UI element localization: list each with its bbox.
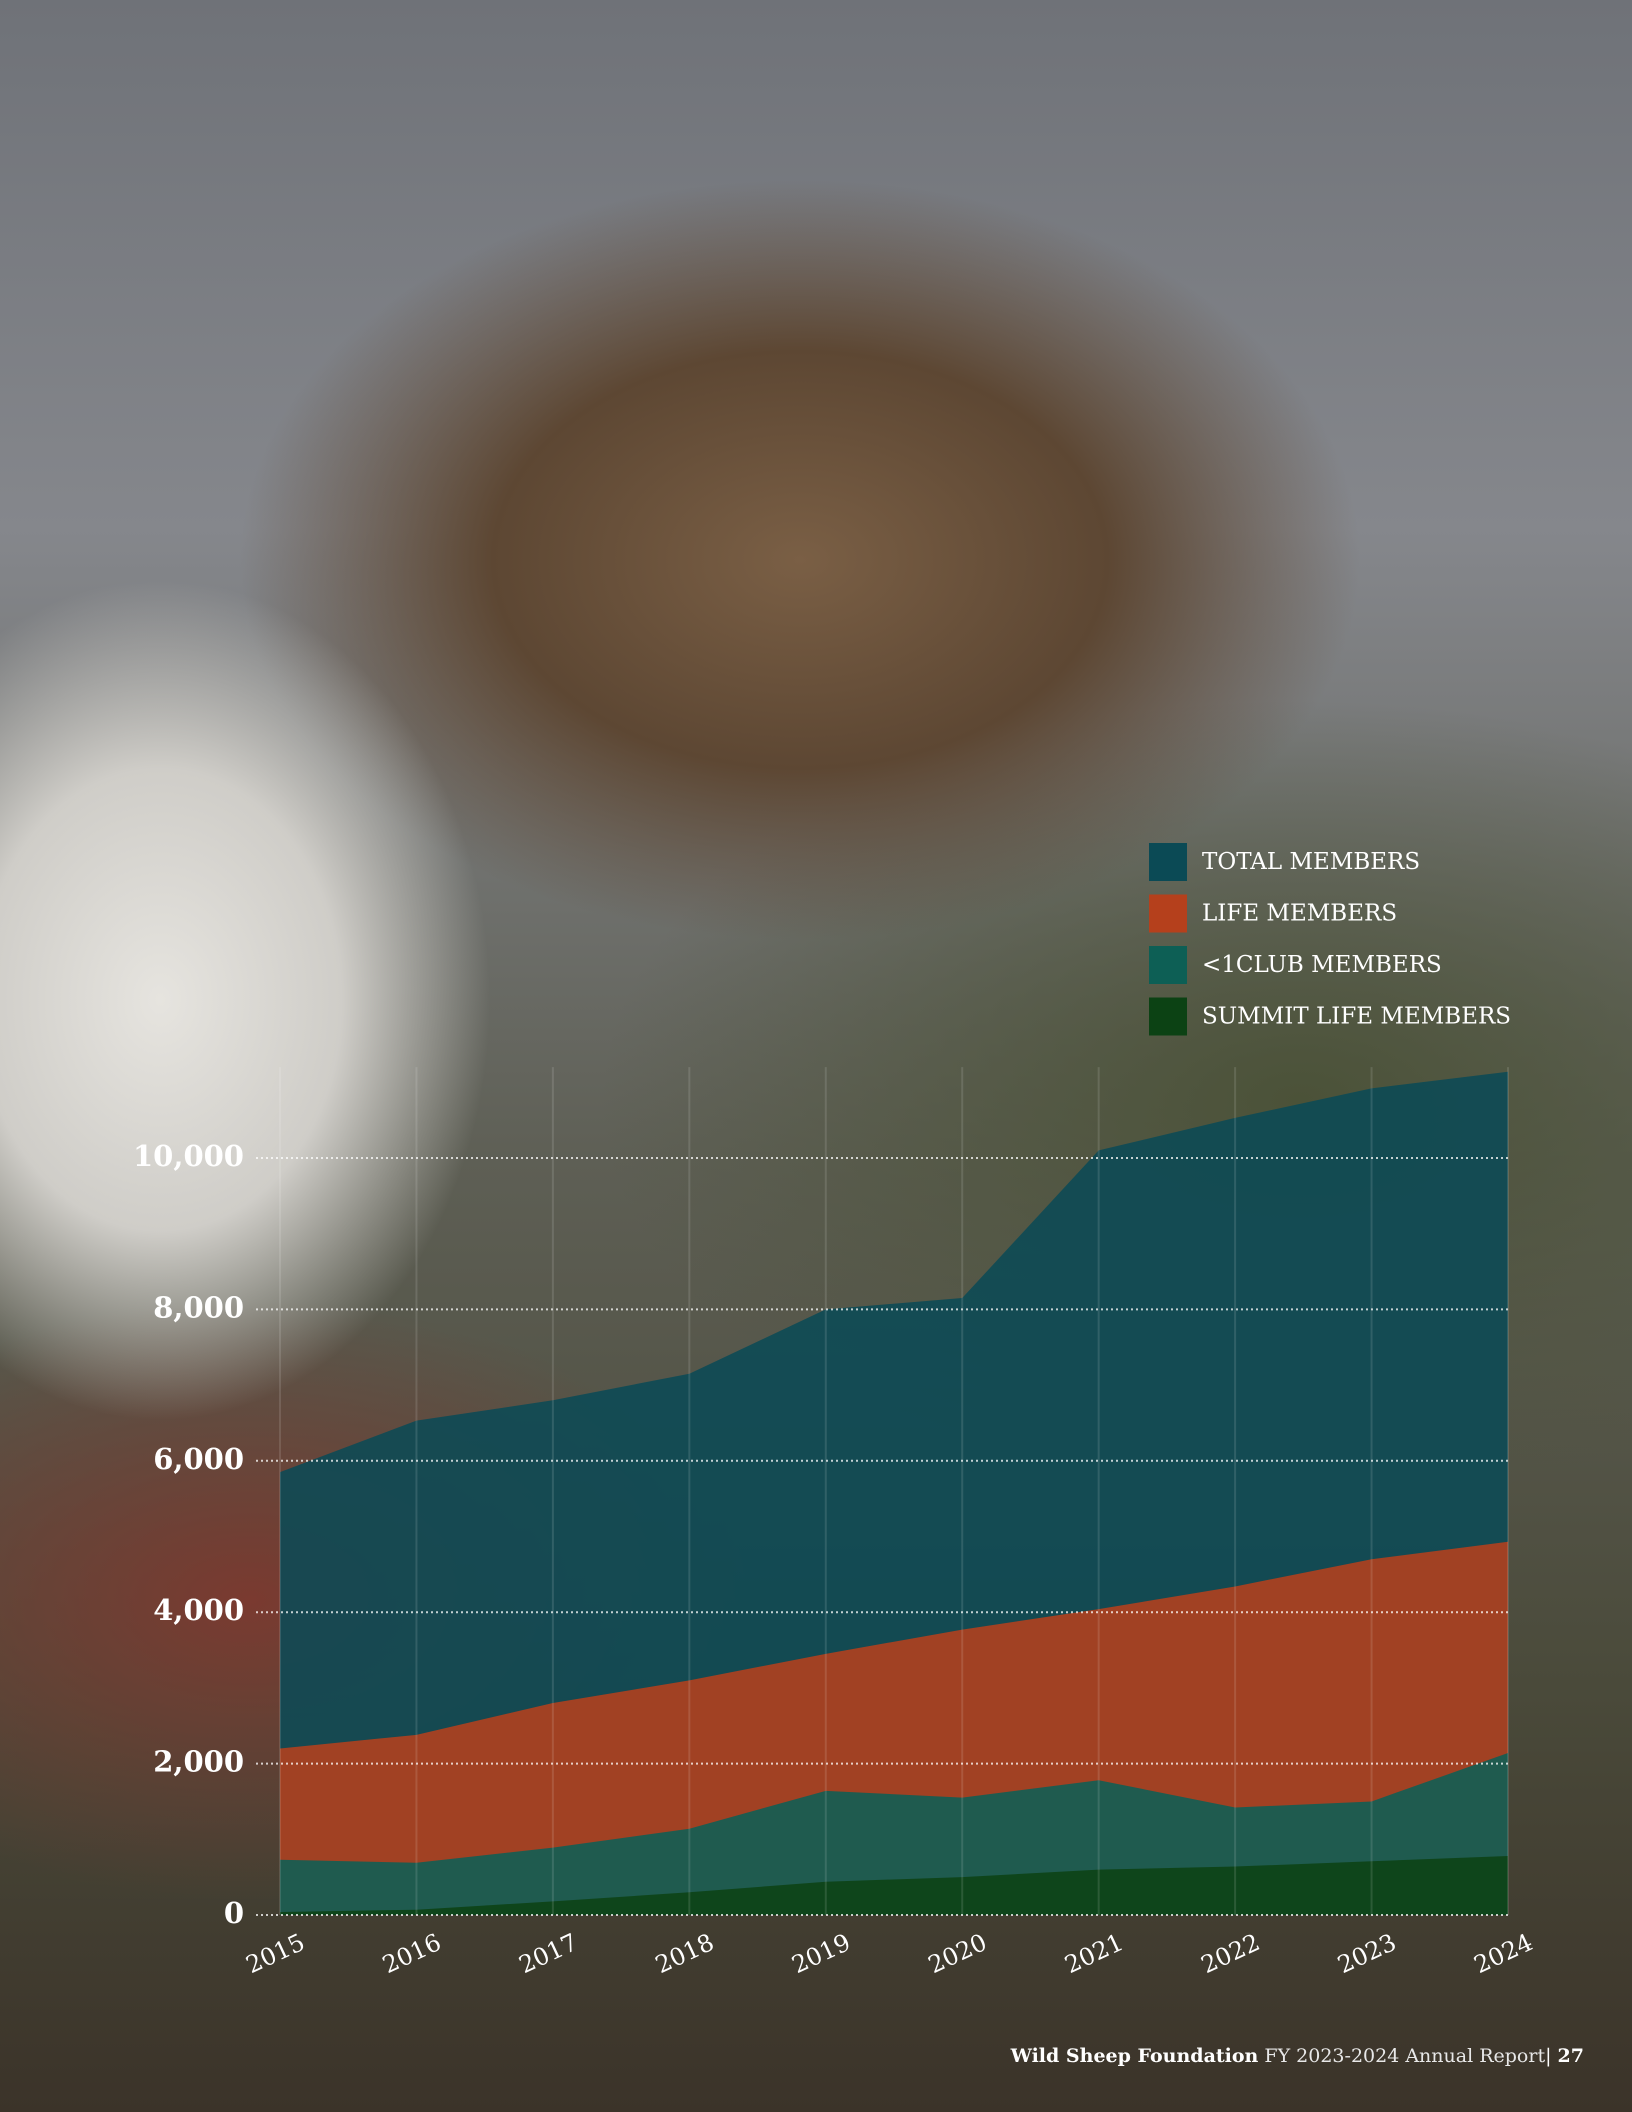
y-tick-label: 10,000 [133,1139,244,1173]
legend-swatch [1149,946,1187,984]
x-tick-label: 2022 [1197,1928,1264,1979]
page-number: 27 [1558,2045,1584,2067]
x-tick-label: 2018 [651,1928,718,1979]
legend-label: TOTAL MEMBERS [1202,849,1420,875]
footer-text: Wild Sheep Foundation FY 2023-2024 Annua… [1010,2045,1584,2067]
x-tick-label: 2015 [242,1928,309,1979]
legend-swatch [1149,843,1187,881]
footer: Wild Sheep Foundation FY 2023-2024 Annua… [1010,2045,1584,2067]
x-tick-label: 2023 [1333,1928,1400,1979]
plot-area [280,1072,1508,1915]
legend-label: SUMMIT LIFE MEMBERS [1202,1004,1511,1030]
x-tick-label: 2020 [924,1928,991,1979]
page: Wild Sheep Foundation FY 2023-2024 Annua… [0,0,1632,2112]
legend-label: LIFE MEMBERS [1202,901,1397,927]
legend-label: <1CLUB MEMBERS [1202,952,1442,978]
x-tick-label: 2019 [788,1928,855,1979]
report-title: FY 2023-2024 Annual Report [1264,2045,1545,2067]
x-tick-label: 2017 [515,1928,582,1979]
legend-swatch [1149,998,1187,1036]
y-tick-label: 8,000 [153,1290,244,1324]
organization: Wild Sheep Foundation [1010,2045,1259,2067]
x-tick-label: 2021 [1060,1928,1127,1979]
y-tick-label: 0 [224,1896,244,1930]
y-tick-label: 4,000 [153,1593,244,1627]
y-tick-label: 6,000 [153,1442,244,1476]
y-tick-label: 2,000 [153,1745,244,1779]
separator: | [1545,2045,1551,2067]
chart: Wild Sheep Foundation FY 2023-2024 Annua… [0,0,1632,2112]
legend-swatch [1149,895,1187,933]
x-tick-label: 2016 [378,1928,445,1979]
x-tick-label: 2024 [1470,1928,1537,1979]
